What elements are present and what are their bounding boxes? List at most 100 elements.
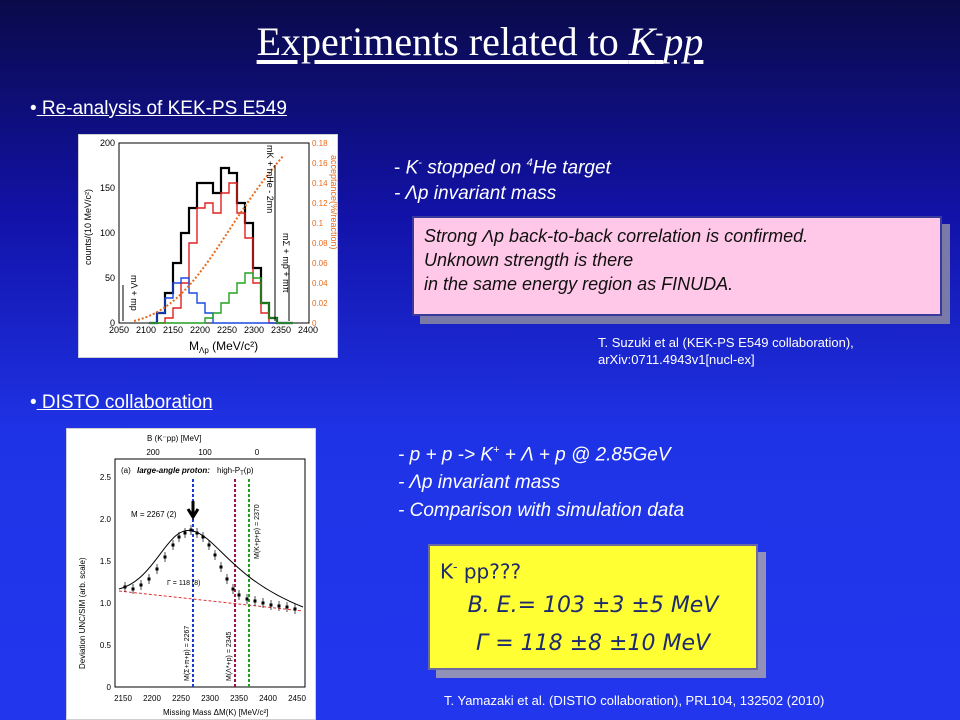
thresh-label-3: mΣ + mp + mπ [281, 233, 291, 293]
disto-xtick: 2450 [288, 694, 306, 703]
box2-line2: B. E.= 103 ±3 ±5 MeV [467, 592, 719, 618]
section2-heading: DISTO collaboration [36, 392, 213, 413]
box2-k: K [440, 559, 454, 584]
xtick: 2250 [217, 325, 237, 335]
disto-xtick: 2200 [143, 694, 161, 703]
histogram-blue [149, 277, 293, 324]
xlabel-unit: (MeV/c²) [209, 339, 258, 353]
top-tick: 0 [255, 448, 260, 457]
top-tick: 100 [198, 448, 212, 457]
ylabel-right: acceptance(%/reaction) [329, 155, 337, 250]
histogram-green [149, 272, 293, 324]
disto-result-box: K- pp??? B. E.= 103 ±3 ±5 MeV Γ = 118 ±8… [428, 544, 758, 670]
box2-line1: K- pp??? [440, 552, 746, 587]
panel-label: (a) [121, 466, 131, 475]
disto-ytick: 0.5 [100, 641, 112, 650]
disto-xtick: 2250 [172, 694, 190, 703]
ytick-right: 0.04 [312, 279, 328, 288]
e549-conclusion-box: Strong Λp back-to-back correlation is co… [412, 216, 942, 316]
ytick-left: 50 [105, 273, 115, 283]
box1-line1: Strong Λp back-to-back correlation is co… [424, 226, 809, 246]
baseline-dashed [118, 590, 304, 612]
ytick-left: 150 [100, 183, 115, 193]
ytick-right: 0.18 [312, 139, 328, 148]
peak-arrow [186, 501, 200, 520]
desc2-line2: - Λp invariant mass [398, 472, 561, 494]
e549-plot: 0 50 100 150 200 0 0.02 0.04 0.06 0.08 0.1 0.12 0.1… [83, 138, 337, 355]
ytick-right: 0.12 [312, 199, 328, 208]
top-axis-label: B (K⁻pp) [MeV] [147, 434, 201, 443]
panel-title: large-angle proton: [137, 466, 210, 475]
xlabel-sub: Λp [199, 346, 209, 355]
ytick-left: 0 [110, 318, 115, 328]
page-title: Experiments related to K-pp [0, 18, 960, 65]
e549-reference: T. Suzuki et al (KEK-PS E549 collaborati… [598, 334, 854, 368]
xtick: 2200 [190, 325, 210, 335]
xlabel-m: M [189, 339, 199, 353]
desc2-line1: - p + p -> K+ + Λ + p @ 2.85GeV [398, 436, 684, 469]
desc1-mid: stopped on [421, 157, 527, 179]
thresh-label-2: mK + mHe - 2mn [265, 145, 275, 213]
box2-line3: Γ = 118 ±8 ±10 MeV [475, 630, 711, 656]
ytick-right: 0.06 [312, 259, 328, 268]
e549-figure: 0 50 100 150 200 0 0.02 0.04 0.06 0.08 0.1 0.12 0.1… [78, 134, 338, 358]
ytick-right: 0.02 [312, 299, 328, 308]
desc2-l1a: - p + p -> K [398, 444, 494, 466]
desc1-line2: - Λp invariant mass [394, 183, 557, 205]
disto-ytick: 1.5 [100, 557, 112, 566]
pt2-sub: T [240, 471, 244, 477]
disto-ytick: 2.5 [100, 473, 112, 482]
disto-reference: T. Yamazaki et al. (DISTIO collaboration… [444, 693, 825, 708]
ytick-right: 0.14 [312, 179, 328, 188]
disto-xtick: 2150 [114, 694, 132, 703]
xtick: 2350 [271, 325, 291, 335]
bullet-dot: • [30, 98, 37, 119]
panel-title2: high-PT(p) [217, 466, 254, 477]
disto-xtick: 2400 [259, 694, 277, 703]
xtick: 2400 [298, 325, 318, 335]
disto-ytick: 2.0 [100, 515, 112, 524]
ylabel-left: counts/(10 MeV/c²) [83, 189, 93, 265]
title-k: K [628, 19, 656, 64]
section1-bullet: • Re-analysis of KEK-PS E549 [30, 98, 287, 120]
title-main: Experiments related to [256, 19, 629, 64]
xtick: 2050 [109, 325, 129, 335]
desc1-k: K [405, 157, 419, 179]
ytick-right: 0.08 [312, 239, 328, 248]
width-label: Γ = 118 (8) [167, 580, 201, 587]
disto-frame [114, 458, 306, 688]
disto-xtick: 2300 [201, 694, 219, 703]
xtick: 2100 [136, 325, 156, 335]
box2-post: pp??? [457, 559, 522, 584]
ytick-left: 100 [100, 228, 115, 238]
mass-label: M = 2267 (2) [131, 510, 177, 519]
fit-curve [118, 529, 304, 608]
bullet-dot-2: • [30, 392, 37, 413]
desc1-sup: - [418, 157, 422, 169]
disto-ylabel: Deviation UNC/SIM (arb. scale) [78, 557, 87, 669]
desc2-line3: - Comparison with simulation data [398, 500, 685, 522]
section1-desc: - K- stopped on 4He target - Λp invarian… [394, 150, 611, 207]
box1-line3: in the same energy region as FINUDA. [424, 274, 734, 294]
desc1-line1: - K- stopped on 4He target [394, 150, 611, 181]
ref1-line1: T. Suzuki et al (KEK-PS E549 collaborati… [598, 335, 854, 350]
disto-plot: B (K⁻pp) [MeV] 200 100 0 (a) large-angle p… [78, 434, 306, 717]
ytick-right: 0.1 [312, 219, 324, 228]
title-pp: pp [663, 19, 704, 64]
xlabel: MΛp (MeV/c²) [189, 339, 258, 355]
box2-sup: - [453, 560, 458, 574]
desc1-sup4: 4 [526, 157, 533, 169]
disto-xtick: 2350 [230, 694, 248, 703]
vline1-label: M(Σ+π+p) = 2267 [184, 626, 191, 681]
vline3-label: M(K+p+p) = 2370 [254, 504, 261, 559]
pt2-main: high-P [217, 466, 240, 475]
ytick-right: 0 [312, 319, 317, 328]
top-tick: 200 [146, 448, 160, 457]
desc2-sup: + [493, 444, 500, 456]
xtick: 2150 [163, 325, 183, 335]
disto-figure: B (K⁻pp) [MeV] 200 100 0 (a) large-angle p… [66, 428, 316, 720]
box1-line2: Unknown strength is there [424, 250, 634, 270]
title-sup: - [655, 20, 664, 47]
desc1-dash: - [394, 157, 406, 179]
disto-ytick: 0 [107, 683, 112, 692]
